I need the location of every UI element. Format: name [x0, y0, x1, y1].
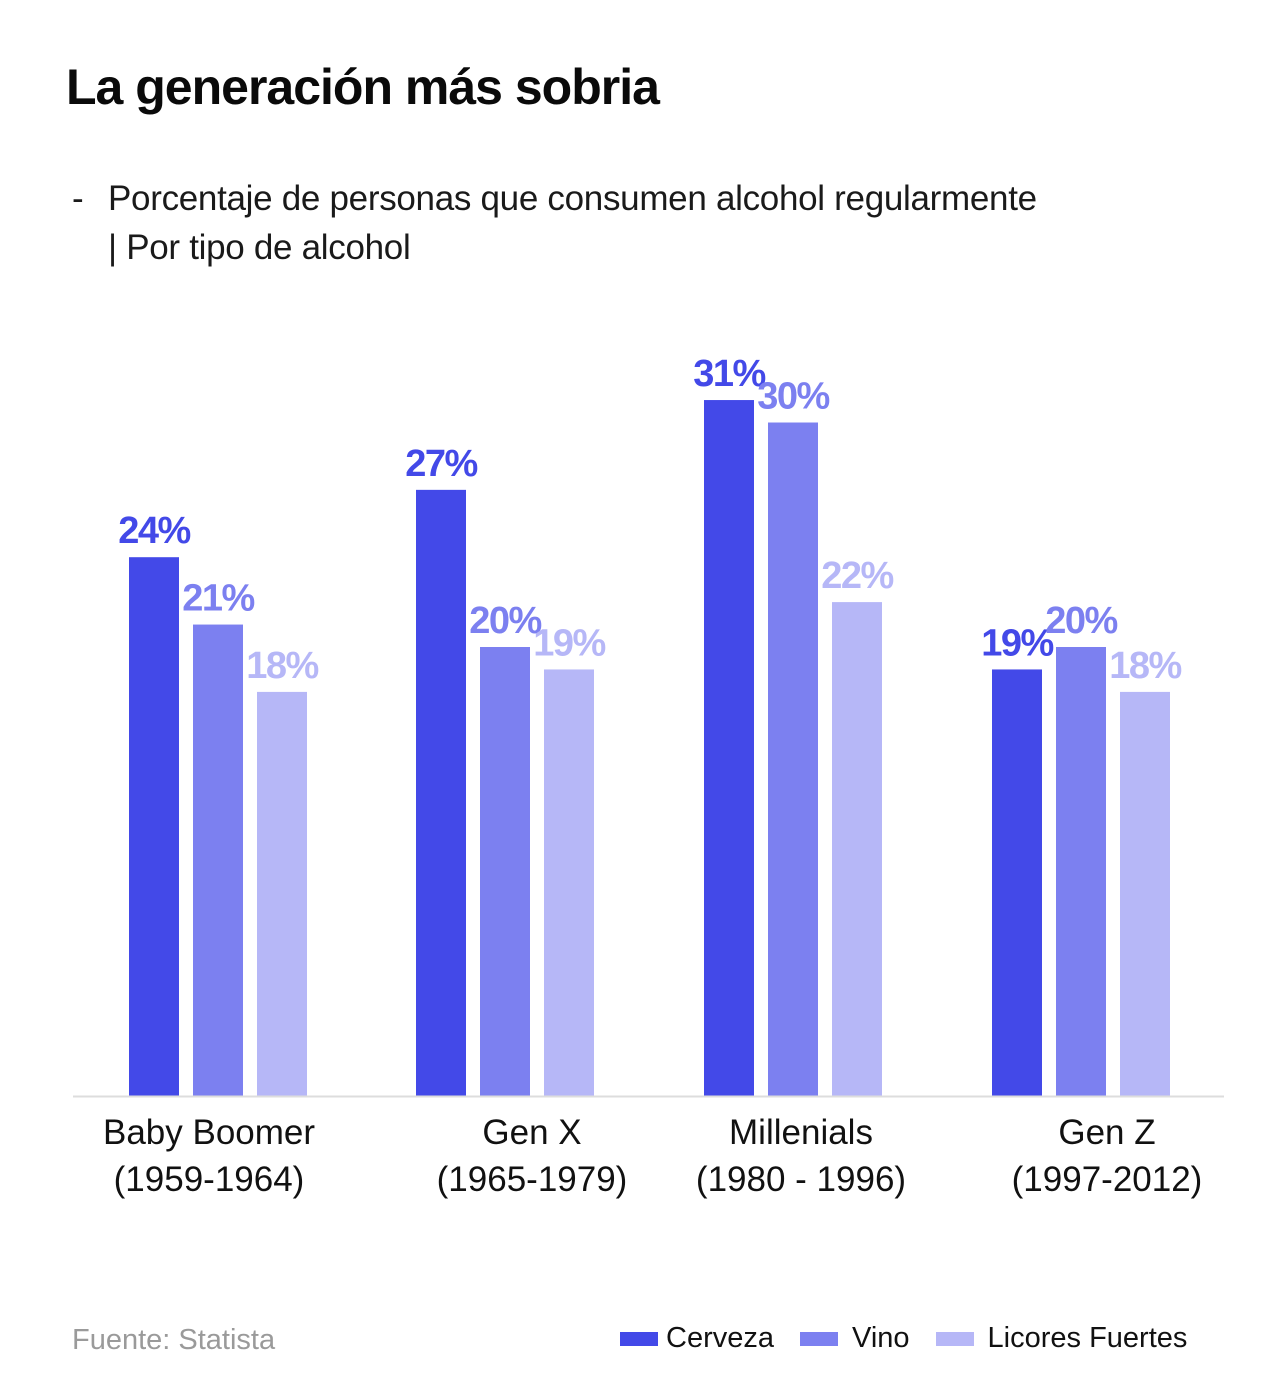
- bar-licores-fuertes: [544, 669, 594, 1096]
- chart-title: La generación más sobria: [66, 59, 660, 115]
- data-label-vino: 20%: [469, 600, 541, 642]
- bar-chart: 24%21%18%Baby Boomer(1959-1964)27%20%19%…: [73, 353, 1224, 1199]
- subtitle-dash: -: [72, 179, 84, 218]
- legend-item-licores-fuertes: Licores Fuertes: [935, 1322, 1188, 1355]
- bar-cerveza: [704, 400, 754, 1096]
- bar-licores-fuertes: [1120, 691, 1170, 1096]
- legend-swatch-licores-fuertes: [935, 1331, 974, 1346]
- source-note: Fuente: Statista: [72, 1324, 276, 1356]
- data-label-cerveza: 24%: [118, 510, 190, 552]
- legend-label-licores-fuertes: Licores Fuertes: [987, 1322, 1188, 1354]
- category-label: Gen Z: [1058, 1113, 1155, 1152]
- data-label-licores-fuertes: 18%: [1109, 645, 1181, 687]
- legend-item-vino: Vino: [800, 1322, 910, 1355]
- bar-vino: [193, 624, 243, 1096]
- category-years-label: (1980 - 1996): [696, 1160, 906, 1199]
- subtitle-line-1: Porcentaje de personas que consumen alco…: [108, 179, 1037, 218]
- data-label-cerveza: 31%: [693, 353, 765, 395]
- bar-cerveza: [416, 489, 466, 1097]
- data-label-cerveza: 19%: [981, 622, 1053, 664]
- data-label-licores-fuertes: 22%: [821, 555, 893, 597]
- bar-cerveza: [129, 557, 179, 1096]
- legend: Cerveza Vino Licores Fuertes: [620, 1322, 1213, 1355]
- data-label-cerveza: 27%: [405, 443, 477, 485]
- data-label-licores-fuertes: 18%: [246, 645, 318, 687]
- category-years-label: (1965-1979): [437, 1160, 628, 1199]
- category-label: Baby Boomer: [103, 1113, 315, 1152]
- legend-swatch-cerveza: [620, 1331, 658, 1346]
- data-label-licores-fuertes: 19%: [533, 622, 605, 664]
- subtitle-line-2: | Por tipo de alcohol: [108, 228, 411, 267]
- chart-subtitle: - Porcentaje de personas que consumen al…: [72, 174, 1037, 272]
- category-years-label: (1959-1964): [114, 1160, 305, 1199]
- bar-vino: [480, 647, 530, 1096]
- bar-licores-fuertes: [257, 691, 307, 1096]
- legend-swatch-vino: [800, 1331, 838, 1346]
- category-label: Gen X: [482, 1113, 581, 1152]
- data-label-vino: 21%: [182, 578, 254, 620]
- bar-vino: [1056, 647, 1106, 1096]
- bar-vino: [768, 422, 818, 1096]
- data-label-vino: 20%: [1045, 600, 1117, 642]
- data-label-vino: 30%: [757, 376, 829, 418]
- bar-licores-fuertes: [832, 602, 882, 1096]
- legend-label-vino: Vino: [852, 1322, 910, 1354]
- legend-label-cerveza: Cerveza: [666, 1322, 774, 1354]
- bar-cerveza: [992, 669, 1042, 1096]
- category-years-label: (1997-2012): [1012, 1160, 1203, 1199]
- legend-item-cerveza: Cerveza: [620, 1322, 774, 1355]
- category-label: Millenials: [729, 1113, 873, 1152]
